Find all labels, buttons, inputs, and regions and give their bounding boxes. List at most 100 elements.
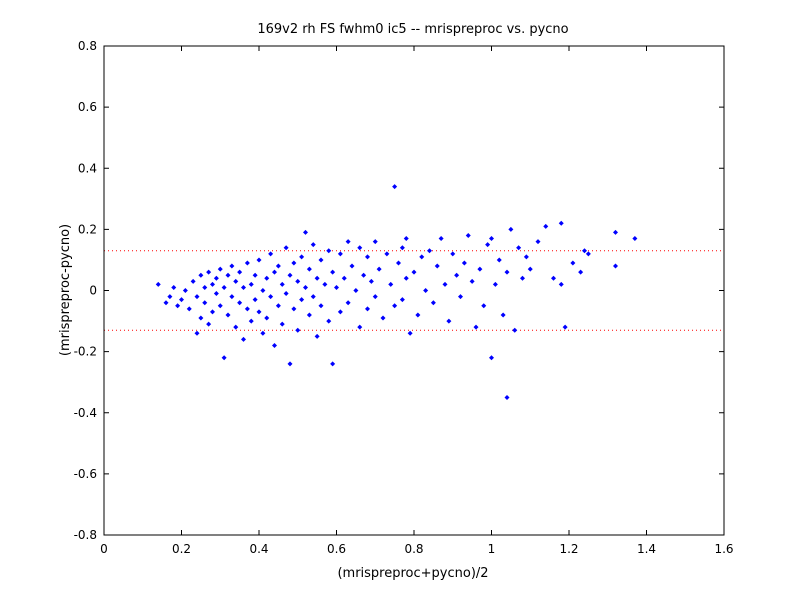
data-point: [520, 275, 525, 281]
data-point: [322, 281, 328, 287]
data-point: [268, 251, 274, 257]
data-point: [399, 245, 405, 251]
data-point: [256, 309, 262, 315]
data-point: [244, 306, 250, 312]
data-point: [291, 260, 297, 266]
data-point: [248, 281, 254, 287]
data-point: [337, 309, 343, 315]
data-point: [469, 278, 475, 284]
data-point: [202, 300, 208, 306]
data-point: [504, 269, 510, 275]
data-point: [411, 269, 417, 275]
data-point: [155, 281, 161, 287]
data-point: [229, 263, 235, 269]
data-point: [523, 254, 529, 260]
data-point: [543, 223, 549, 229]
data-point: [450, 251, 456, 257]
data-point: [272, 343, 277, 349]
data-point: [527, 266, 533, 272]
data-point: [233, 324, 239, 330]
chart-title: 169v2 rh FS fwhm0 ic5 -- mrispreproc vs.…: [257, 22, 568, 37]
data-point: [512, 327, 518, 333]
data-point: [241, 284, 246, 290]
data-point: [558, 281, 564, 287]
data-point: [376, 266, 382, 272]
data-point: [349, 263, 355, 269]
data-point: [241, 336, 246, 342]
data-point: [221, 284, 227, 290]
data-point: [434, 263, 440, 269]
data-point: [299, 297, 305, 303]
y-tick-label: 0: [89, 284, 97, 298]
data-point: [403, 275, 409, 281]
data-point: [318, 257, 324, 263]
data-points: [155, 184, 638, 400]
data-point: [384, 251, 390, 257]
data-point: [318, 303, 324, 309]
data-point: [198, 315, 204, 321]
y-tick-label: 0.4: [78, 161, 97, 175]
axis-ticks: 0 0.2 0.4 0.6 0.8 1 1.2 1.4 1.6 -0.8 -0.6 -0.4 -0.2 0…: [74, 39, 734, 556]
data-point: [279, 321, 285, 327]
data-point: [229, 294, 235, 300]
data-point: [260, 330, 266, 336]
data-point: [632, 236, 638, 242]
data-point: [225, 272, 231, 278]
data-point: [578, 269, 584, 275]
data-point: [330, 269, 336, 275]
data-point: [465, 232, 471, 238]
data-point: [570, 260, 576, 266]
data-point: [179, 297, 184, 303]
data-point: [260, 288, 266, 293]
data-point: [353, 288, 359, 293]
data-point: [182, 288, 188, 293]
data-point: [225, 312, 231, 318]
data-point: [535, 239, 541, 245]
data-point: [186, 306, 192, 312]
data-point: [198, 272, 204, 278]
data-point: [275, 303, 281, 309]
data-point: [341, 275, 347, 281]
data-point: [283, 245, 289, 251]
data-point: [392, 303, 398, 309]
data-point: [210, 281, 215, 287]
data-point: [221, 355, 227, 361]
data-point: [310, 294, 316, 300]
data-point: [372, 294, 378, 300]
data-point: [326, 248, 332, 254]
data-point: [206, 321, 212, 327]
data-point: [365, 306, 370, 312]
data-point: [489, 355, 494, 361]
y-axis-label: (mrispreproc-pycno): [58, 224, 73, 356]
data-point: [423, 288, 429, 293]
data-point: [256, 257, 262, 263]
data-point: [357, 324, 363, 330]
data-point: [357, 245, 363, 251]
plot-frame: [103, 45, 725, 536]
data-point: [283, 291, 289, 297]
data-point: [287, 361, 293, 367]
data-point: [485, 242, 491, 248]
data-point: [217, 266, 223, 272]
data-point: [213, 291, 219, 297]
data-point: [613, 229, 618, 235]
x-tick-label: 0.4: [249, 542, 268, 556]
data-point: [582, 248, 587, 254]
data-point: [314, 333, 320, 339]
data-point: [613, 263, 618, 269]
x-tick-label: 1: [488, 542, 496, 556]
y-tick-label: 0.6: [78, 100, 97, 114]
data-point: [264, 315, 270, 321]
data-point: [314, 275, 320, 281]
data-point: [368, 278, 374, 284]
data-point: [306, 312, 312, 318]
data-point: [202, 284, 208, 290]
x-tick-label: 0: [100, 542, 108, 556]
data-point: [244, 260, 250, 266]
data-point: [496, 257, 502, 263]
data-point: [461, 260, 467, 266]
x-axis-label: (mrispreproc+pycno)/2: [337, 566, 488, 581]
data-point: [248, 318, 254, 324]
data-point: [206, 269, 212, 275]
data-point: [392, 184, 398, 190]
